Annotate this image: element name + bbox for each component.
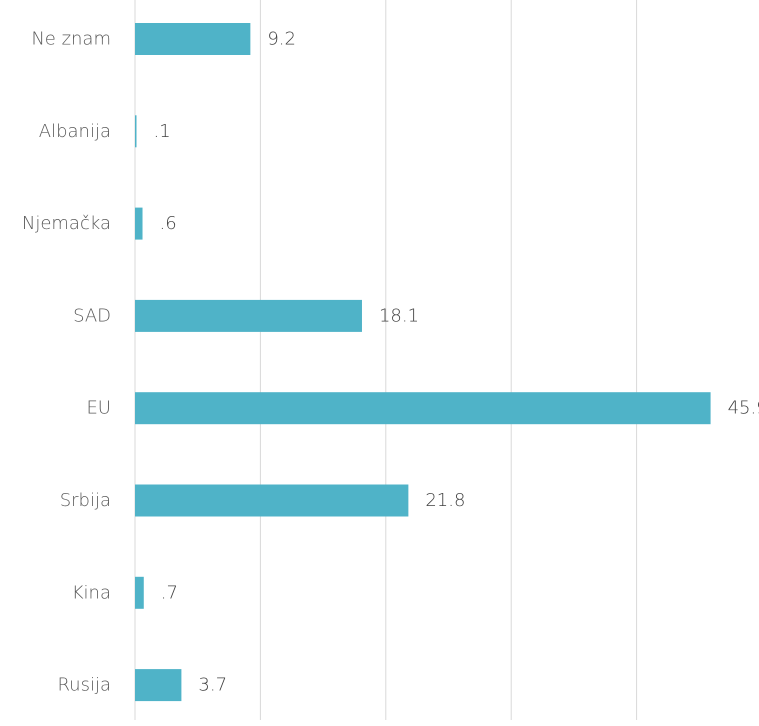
- bar-albanija: [135, 115, 137, 148]
- bar-kina: [135, 576, 144, 609]
- value-label-kina: .7: [161, 582, 178, 603]
- value-label-ne-znam: 9.2: [267, 29, 296, 50]
- category-label-eu: EU: [86, 398, 111, 419]
- category-label-kina: Kina: [72, 582, 111, 603]
- category-label-ne-znam: Ne znam: [31, 29, 111, 50]
- category-label-srbija: Srbija: [60, 490, 111, 511]
- bar-sad: [135, 299, 362, 332]
- bar-njema-ka: [135, 207, 143, 240]
- category-label-albanija: Albanija: [39, 121, 111, 142]
- category-label-sad: SAD: [73, 305, 111, 326]
- value-label-albanija: .1: [154, 121, 171, 142]
- bar-ne-znam: [135, 23, 251, 55]
- category-label-njema-ka: Njemačka: [22, 213, 111, 234]
- value-label-rusija: 3.7: [198, 675, 227, 696]
- category-label-rusija: Rusija: [57, 675, 111, 696]
- bar-rusija: [135, 669, 182, 702]
- bar-eu: [135, 392, 711, 425]
- value-label-eu: 45.9: [728, 398, 759, 419]
- value-label-sad: 18.1: [379, 305, 419, 326]
- bar-srbija: [135, 484, 409, 517]
- value-label-srbija: 21.8: [425, 490, 465, 511]
- value-label-njema-ka: .6: [160, 213, 177, 234]
